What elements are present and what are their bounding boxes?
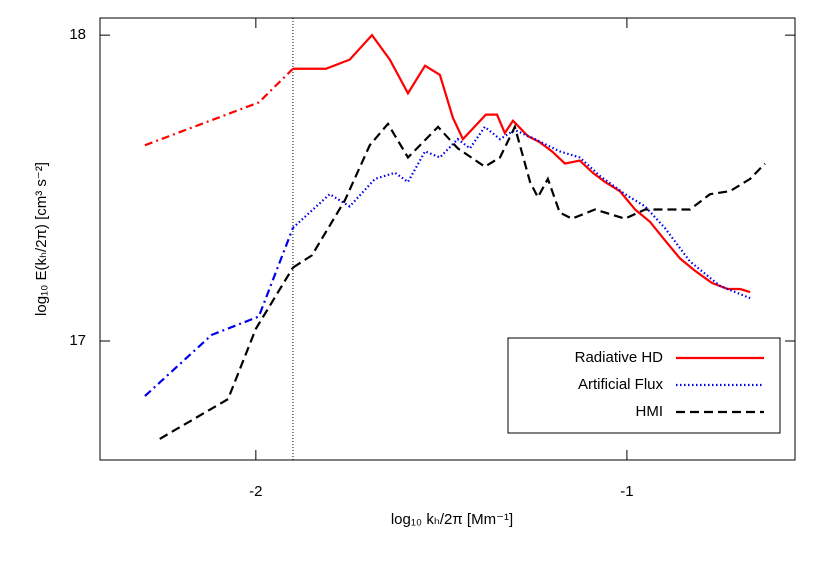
y-tick-label: 17: [69, 332, 86, 349]
legend-label: Radiative HD: [575, 349, 664, 366]
data-line: [144, 227, 294, 397]
data-line: [159, 267, 294, 440]
x-tick-label: -1: [620, 483, 633, 500]
x-tick-label: -2: [249, 483, 262, 500]
x-axis-label: log₁₀ kₕ/2π [Mm⁻¹]: [391, 511, 513, 528]
y-axis-label: log₁₀ E(kₕ/2π) [cm³ s⁻²]: [33, 162, 50, 316]
legend-label: HMI: [636, 403, 664, 420]
data-line: [292, 121, 766, 269]
y-tick-label: 18: [69, 26, 86, 43]
data-line: [292, 33, 751, 294]
plot-frame: [99, 17, 796, 461]
legend-box: [507, 337, 781, 434]
legend-label: Artificial Flux: [578, 376, 664, 393]
data-line: [144, 67, 294, 147]
data-line: [292, 125, 751, 300]
